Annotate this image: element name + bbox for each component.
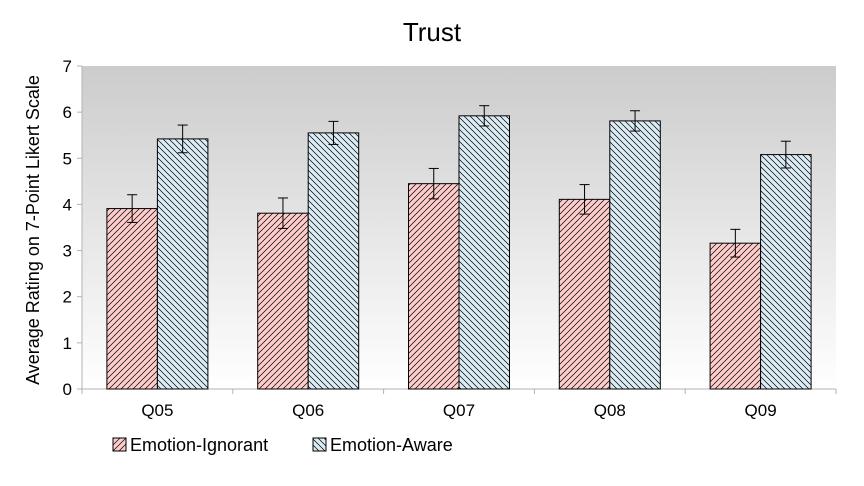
bar-emotion-aware-q07 (458, 115, 510, 390)
chart-title: Trust (403, 17, 462, 47)
y-tick-label: 7 (63, 57, 72, 76)
bar-emotion-ignorant-q05 (106, 208, 158, 390)
y-tick-label: 5 (63, 149, 72, 168)
legend-label: Emotion-Ignorant (130, 435, 268, 455)
x-tick-label: Q07 (443, 401, 475, 420)
x-tick-label: Q09 (745, 401, 777, 420)
bar-emotion-ignorant-q08 (558, 198, 611, 390)
legend-label: Emotion-Aware (330, 435, 453, 455)
y-tick-label: 4 (63, 195, 72, 214)
bar-emotion-ignorant-q09 (709, 242, 762, 390)
y-tick-label: 3 (63, 242, 72, 261)
y-tick-label: 6 (63, 103, 72, 122)
y-tick-label: 0 (63, 380, 72, 399)
legend-swatch-emotion-aware (312, 437, 327, 452)
bar-emotion-aware-q06 (307, 132, 360, 390)
bars (106, 105, 812, 390)
bar-emotion-ignorant-q06 (257, 212, 309, 390)
bar-emotion-ignorant-q07 (408, 183, 460, 390)
y-tick-label: 1 (63, 334, 72, 353)
y-tick-label: 2 (63, 288, 72, 307)
legend-swatch-emotion-ignorant (112, 437, 127, 452)
bar-emotion-aware-q09 (760, 154, 812, 390)
bar-emotion-aware-q05 (156, 138, 209, 390)
bar-emotion-aware-q08 (609, 120, 661, 390)
x-tick-label: Q05 (141, 401, 173, 420)
legend: Emotion-Ignorant Emotion-Aware (112, 435, 453, 455)
x-tick-label: Q06 (292, 401, 324, 420)
y-axis-label: Average Rating on 7-Point Likert Scale (23, 75, 43, 385)
x-axis: Q05 Q06 Q07 Q08 Q09 (81, 388, 837, 420)
x-tick-label: Q08 (594, 401, 626, 420)
y-axis: 0 1 2 3 4 5 6 7 (63, 57, 83, 399)
